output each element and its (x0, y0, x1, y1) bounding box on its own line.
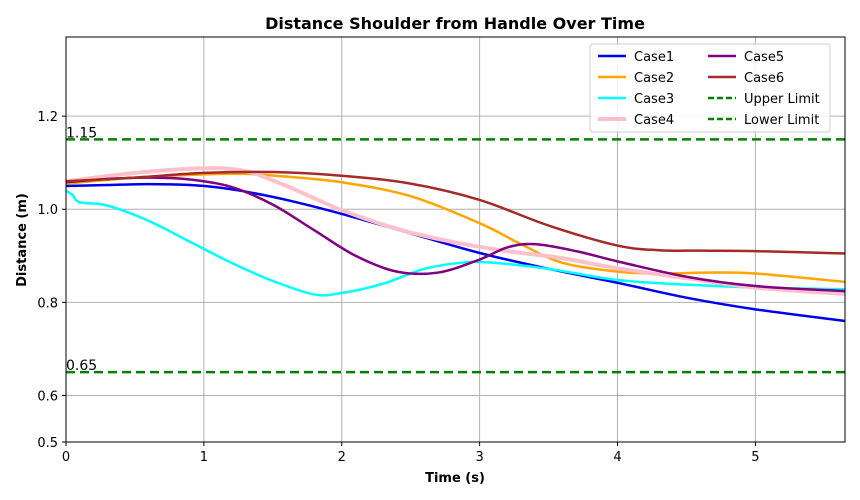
legend-box (589, 43, 831, 133)
legend-label: Case2 (634, 71, 674, 86)
y-tick-label: 1.2 (37, 110, 58, 125)
limit-annotations: 1.15 0.65 (66, 125, 97, 374)
x-tick-label: 3 (475, 450, 483, 465)
legend-label: Case1 (634, 50, 674, 65)
x-axis-ticks: 0 1 2 3 4 5 (62, 442, 760, 465)
series-line-case6 (65, 170, 846, 255)
legend-label: Case3 (634, 92, 674, 107)
y-tick-label: 0.6 (37, 389, 58, 404)
series-line-case4 (65, 166, 846, 296)
legend: Case1 Case2 Case3 Case4 Case5 Case6 Upper Limi… (589, 43, 831, 133)
limit-annotation: 1.15 (66, 125, 97, 141)
plot-area-frame (65, 36, 846, 443)
limit-annotation: 0.65 (66, 358, 97, 374)
legend-label: Case6 (744, 71, 784, 86)
x-tick-label: 0 (62, 450, 70, 465)
y-tick-label: 0.5 (37, 436, 58, 451)
series-lines (65, 138, 846, 374)
y-tick-label: 0.8 (37, 296, 58, 311)
chart-title: Distance Shoulder from Handle Over Time (265, 14, 645, 33)
x-tick-label: 1 (200, 450, 208, 465)
series-line-case3 (65, 189, 846, 297)
y-axis-ticks: 0.5 0.6 0.8 1.0 1.2 (37, 110, 66, 451)
series-line-case5 (65, 176, 846, 293)
x-tick-label: 5 (751, 450, 759, 465)
legend-label: Upper Limit (744, 92, 820, 107)
y-tick-label: 1.0 (37, 203, 58, 218)
series-line-case2 (65, 172, 846, 284)
series-line-case1 (65, 182, 846, 323)
x-tick-label: 2 (338, 450, 346, 465)
legend-label: Lower Limit (744, 113, 819, 128)
x-axis-label: Time (s) (425, 471, 485, 486)
y-axis-label: Distance (m) (15, 193, 30, 287)
legend-label: Case5 (744, 50, 784, 65)
x-tick-label: 4 (613, 450, 621, 465)
legend-label: Case4 (634, 113, 674, 128)
